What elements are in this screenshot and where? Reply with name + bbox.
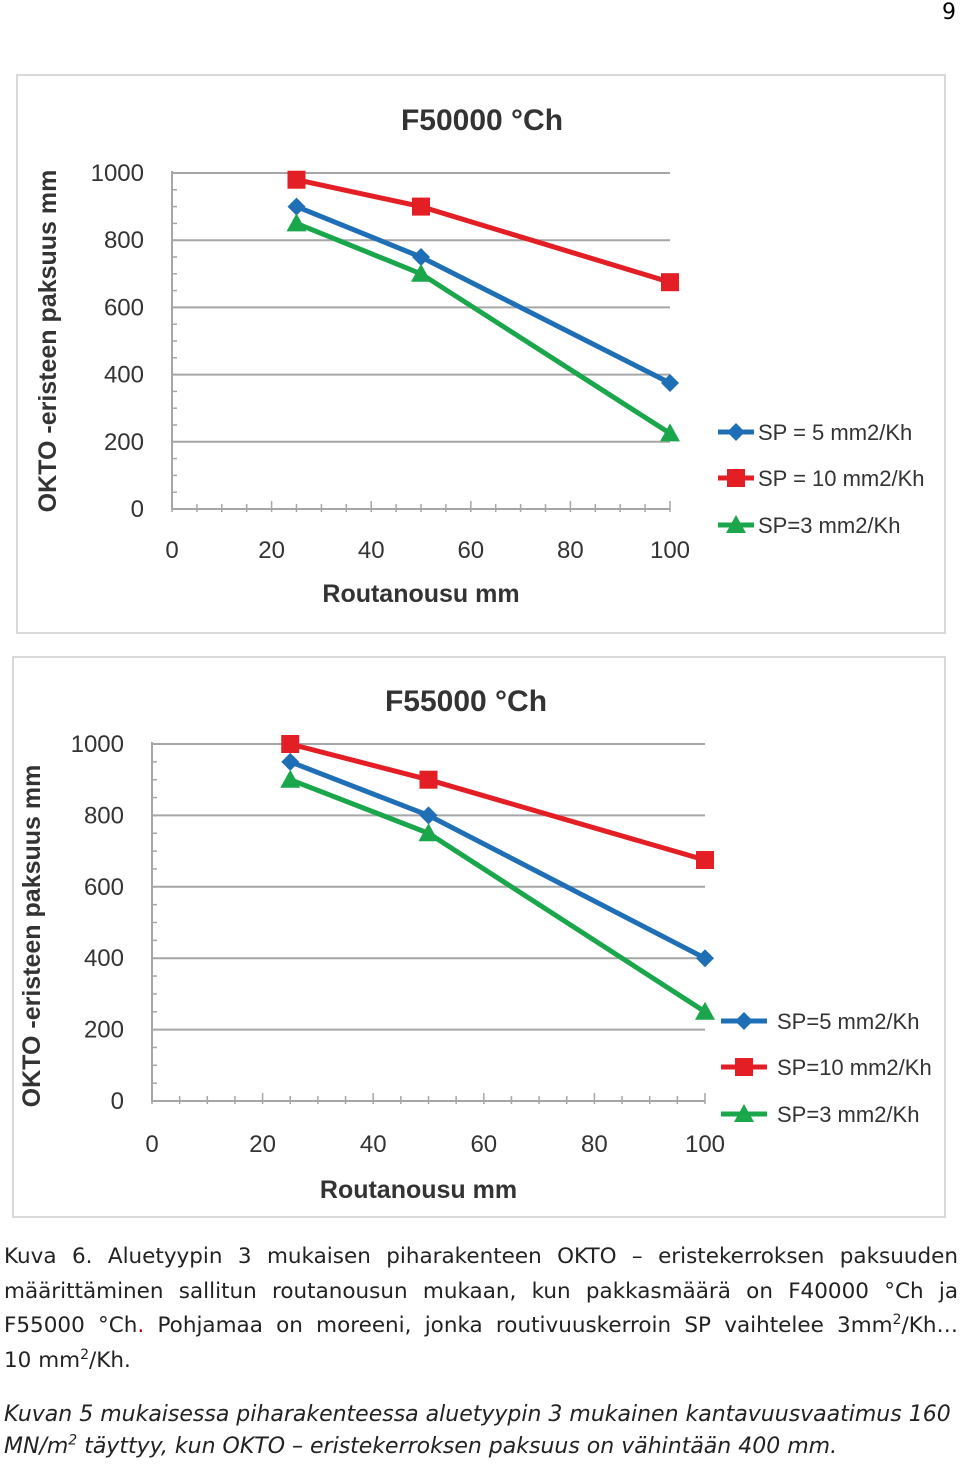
note-line-2: MN/m2 täyttyy, kun OKTO – eristekerrokse… — [4, 1431, 958, 1463]
caption-line-1: Kuva 6. Aluetyypin 3 mukaisen piharakent… — [4, 1244, 958, 1269]
caption-text: /Kh. — [89, 1347, 131, 1373]
chart-f55000: F55000 °Ch 0 200 400 600 800 1000 0 20 40 60 80 100 R… — [12, 656, 946, 1218]
legend-marker — [726, 515, 746, 533]
legend-label: SP = 5 mm2/Kh — [758, 420, 912, 445]
y-tick-label: 1000 — [71, 731, 124, 758]
chart-f50000-svg: F50000 °Ch 0 200 400 600 800 1000 0 20 40 60 80 100 R… — [34, 104, 925, 608]
data-point — [286, 213, 307, 232]
y-tick-label: 600 — [84, 874, 124, 901]
note-text: täyttyy, kun OKTO – eristekerroksen paks… — [77, 1434, 838, 1459]
data-point — [661, 273, 679, 292]
data-point — [412, 248, 430, 266]
y-tick-label: 0 — [131, 496, 144, 523]
x-tick-label: 100 — [650, 537, 690, 564]
caption-text: /Kh… — [901, 1313, 959, 1338]
caption-superscript: 2 — [80, 1346, 90, 1363]
y-axis-label: OKTO -eristeen paksuus mm — [18, 765, 46, 1108]
data-point — [695, 1001, 715, 1020]
legend-label: SP=3 mm2/Kh — [758, 513, 900, 538]
x-tick-label: 80 — [581, 1131, 608, 1158]
legend-marker — [734, 1104, 754, 1122]
caption-superscript: 2 — [892, 1311, 902, 1328]
legend-label: SP=5 mm2/Kh — [777, 1009, 919, 1034]
chart-f50000: F50000 °Ch 0 200 400 600 800 1000 0 20 40 60 80 100 R… — [16, 74, 946, 634]
data-point — [411, 263, 431, 282]
note-paragraph: Kuvan 5 mukaisessa piharakenteessa aluet… — [4, 1399, 958, 1463]
y-tick-label: 200 — [104, 429, 144, 456]
y-tick-label: 0 — [111, 1088, 124, 1115]
note-superscript: 2 — [68, 1432, 78, 1449]
caption-text: Pohjamaa on moreeni, jonka routivuuskerr… — [144, 1313, 893, 1338]
figure-caption: Kuva 6. Aluetyypin 3 mukaisen piharakent… — [4, 1240, 958, 1378]
y-tick-label: 1000 — [91, 160, 144, 187]
data-point — [412, 197, 430, 216]
legend-marker — [735, 1058, 753, 1076]
y-tick-label: 400 — [84, 945, 124, 972]
data-point — [661, 374, 679, 392]
data-point — [287, 197, 306, 216]
y-tick-label: 200 — [84, 1017, 124, 1044]
x-tick-label: 40 — [360, 1131, 387, 1158]
data-point — [281, 752, 300, 771]
caption-text: F55000 °Ch — [4, 1313, 138, 1338]
y-axis-label: OKTO -eristeen paksuus mm — [34, 170, 62, 513]
x-axis-label: Routanousu mm — [322, 580, 519, 608]
data-point — [418, 823, 439, 842]
note-text: MN/m — [4, 1434, 69, 1459]
caption-line-2: määrittäminen sallitun routanousun mukaa… — [4, 1278, 958, 1304]
caption-line-3: F55000 °Ch. Pohjamaa on moreeni, jonka r… — [4, 1309, 958, 1344]
chart-title: F50000 °Ch — [401, 104, 563, 137]
legend-marker — [727, 423, 745, 441]
x-tick-label: 60 — [457, 537, 484, 564]
series-line — [289, 759, 707, 961]
x-tick-label: 100 — [685, 1131, 725, 1158]
page-number: 9 — [942, 0, 956, 25]
y-tick-label: 400 — [104, 362, 144, 389]
y-tick-label: 800 — [104, 227, 144, 254]
data-point — [419, 806, 438, 825]
data-point — [696, 949, 714, 968]
data-point — [287, 170, 306, 189]
y-tick-label: 800 — [84, 802, 124, 829]
legend-label: SP = 10 mm2/Kh — [758, 466, 925, 491]
x-tick-label: 0 — [165, 537, 178, 564]
legend-label: SP=10 mm2/Kh — [777, 1055, 932, 1080]
caption-text: 10 mm — [4, 1347, 81, 1373]
x-tick-label: 60 — [470, 1131, 497, 1158]
y-tick-label: 600 — [104, 294, 144, 321]
chart-title: F55000 °Ch — [385, 685, 547, 718]
caption-dot: . — [137, 1313, 145, 1338]
legend-marker — [735, 1012, 753, 1030]
data-point — [696, 851, 714, 870]
chart-f55000-svg: F55000 °Ch 0 200 400 600 800 1000 0 20 40 60 80 100 R… — [18, 685, 932, 1204]
legend-label: SP=3 mm2/Kh — [777, 1102, 919, 1127]
data-point — [280, 769, 301, 788]
data-point — [419, 770, 438, 789]
note-line-1: Kuvan 5 mukaisessa piharakenteessa aluet… — [4, 1402, 951, 1427]
caption-line-4: 10 mm2/Kh. — [4, 1344, 958, 1379]
x-tick-label: 20 — [258, 537, 285, 564]
x-tick-label: 40 — [358, 537, 385, 564]
data-point — [660, 423, 680, 442]
data-point — [281, 735, 300, 753]
x-axis-label: Routanousu mm — [320, 1176, 517, 1204]
legend-marker — [727, 469, 745, 487]
x-tick-label: 20 — [249, 1131, 276, 1158]
series-line — [295, 221, 672, 436]
x-tick-label: 0 — [145, 1131, 158, 1158]
x-tick-label: 80 — [557, 537, 584, 564]
series-line — [295, 204, 672, 386]
